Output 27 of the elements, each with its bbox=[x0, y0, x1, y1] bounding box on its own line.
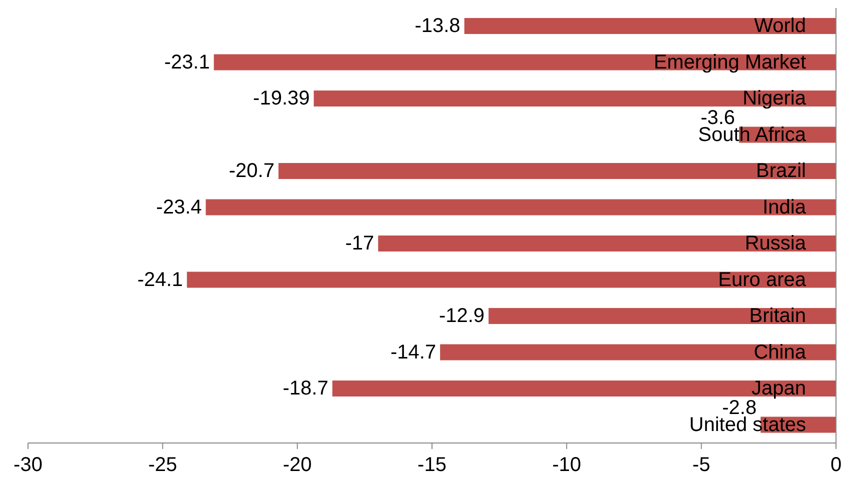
data-label: -23.4 bbox=[156, 196, 202, 218]
x-tick-label: -15 bbox=[418, 454, 446, 476]
data-label: -12.9 bbox=[438, 305, 485, 327]
x-tick-label: -10 bbox=[552, 454, 582, 476]
data-label: -20.7 bbox=[228, 160, 274, 182]
y-tick-label: Nigeria bbox=[742, 88, 807, 110]
y-tick-label: Russia bbox=[744, 232, 807, 255]
x-tick-label: -30 bbox=[14, 454, 42, 476]
y-tick-label: Britain bbox=[749, 305, 806, 328]
y-tick-label: India bbox=[762, 196, 807, 218]
data-label: -18.7 bbox=[282, 378, 328, 400]
data-label: -14.7 bbox=[390, 341, 436, 364]
x-tick-label: -20 bbox=[282, 454, 312, 476]
data-label: -24.1 bbox=[137, 268, 183, 291]
y-tick-label: Euro area bbox=[718, 268, 807, 291]
y-tick-label: Brazil bbox=[756, 160, 806, 182]
y-tick-label: China bbox=[754, 341, 807, 364]
y-tick-label: World bbox=[754, 15, 806, 38]
data-label: -19.39 bbox=[253, 88, 310, 110]
data-label: -17 bbox=[345, 232, 374, 254]
y-tick-label: Emerging Market bbox=[654, 51, 806, 74]
data-label: -23.1 bbox=[164, 51, 210, 74]
x-tick-label: -25 bbox=[148, 454, 178, 476]
x-tick-label: -5 bbox=[692, 454, 710, 476]
x-tick-label: 0 bbox=[830, 454, 842, 476]
data-label: -13.8 bbox=[414, 15, 460, 37]
y-tick-label: Japan bbox=[752, 378, 806, 400]
